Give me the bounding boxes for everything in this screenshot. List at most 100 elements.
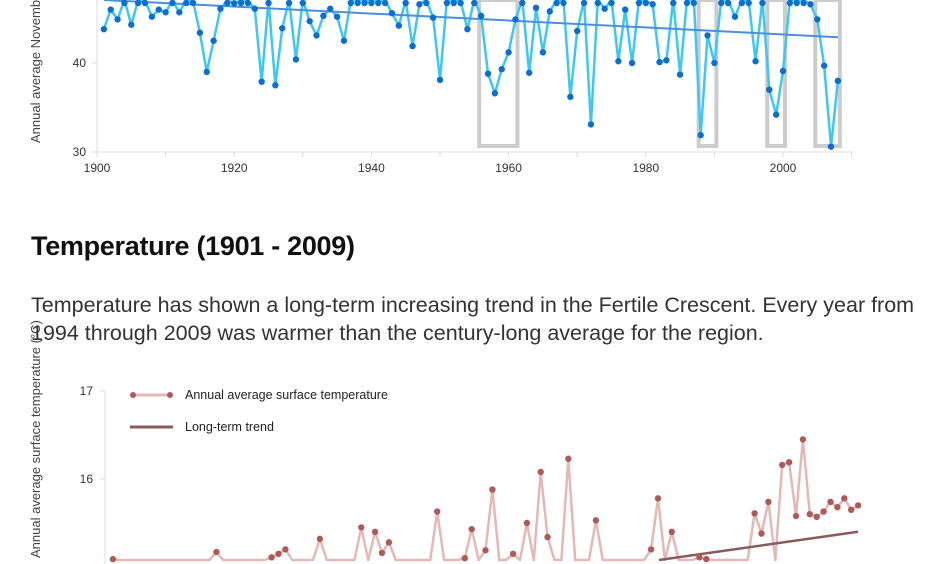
data-point	[649, 1, 656, 8]
data-point	[358, 524, 365, 531]
data-point	[848, 506, 855, 513]
x-tick-label: 1920	[221, 161, 248, 175]
data-point	[834, 77, 842, 85]
y-tick-label: 16	[80, 472, 94, 486]
data-point	[457, 0, 464, 7]
data-point	[509, 550, 517, 557]
data-point	[114, 16, 121, 23]
data-point	[313, 32, 320, 39]
data-point	[381, 0, 389, 7]
data-point	[395, 22, 403, 29]
data-point	[683, 0, 691, 7]
data-point	[724, 0, 732, 7]
y-axis-label: Annual average Novemb	[28, 0, 43, 143]
data-point	[258, 78, 265, 85]
trend-line	[658, 530, 859, 562]
data-point	[587, 121, 595, 128]
data-point	[745, 0, 752, 7]
data-point	[464, 25, 471, 33]
data-point	[546, 8, 553, 15]
data-point	[779, 461, 786, 469]
data-point	[268, 554, 275, 561]
data-point	[704, 32, 711, 39]
x-tick-label: 1900	[84, 161, 111, 175]
data-point	[622, 6, 629, 13]
data-point	[827, 143, 835, 150]
data-point	[429, 14, 437, 21]
legend-point-swatch	[167, 392, 173, 398]
data-point	[443, 0, 451, 7]
data-point	[807, 1, 814, 8]
data-point	[489, 486, 496, 493]
data-point	[519, 0, 526, 7]
data-point	[176, 9, 183, 16]
data-point	[814, 16, 821, 23]
data-point	[482, 547, 489, 554]
data-point	[477, 12, 485, 20]
data-point	[224, 0, 231, 7]
data-point	[491, 90, 499, 97]
data-point	[100, 25, 108, 33]
data-point	[820, 508, 827, 515]
data-point	[434, 508, 441, 515]
data-point	[772, 111, 780, 118]
data-point	[468, 525, 475, 533]
data-point	[237, 0, 245, 7]
data-point	[738, 0, 746, 7]
data-point	[668, 528, 675, 535]
data-point	[525, 69, 533, 76]
data-point	[718, 0, 725, 7]
data-point	[128, 21, 135, 28]
highlight-period	[477, 0, 520, 148]
data-point	[813, 513, 820, 521]
data-point	[402, 0, 409, 7]
y-tick-label: 40	[73, 56, 87, 70]
data-point	[676, 71, 684, 78]
data-point	[155, 6, 162, 13]
legend-label-trend: Long-term trend	[185, 420, 274, 434]
data-point	[292, 56, 300, 63]
data-point	[642, 0, 649, 7]
data-point	[752, 58, 759, 65]
data-point	[109, 555, 117, 563]
data-point	[567, 93, 574, 101]
data-point	[450, 0, 457, 7]
data-point	[385, 539, 393, 546]
data-point	[703, 555, 710, 563]
y-tick-label: 17	[80, 384, 94, 398]
y-axis-label: Annual average surface temperature (°C)	[28, 320, 43, 558]
data-point	[792, 512, 800, 520]
data-point	[758, 530, 765, 537]
data-point	[368, 0, 375, 7]
data-point	[375, 0, 382, 7]
data-point	[574, 27, 581, 35]
data-point	[182, 0, 190, 7]
data-point	[162, 9, 169, 16]
data-point	[711, 59, 718, 67]
data-point	[210, 37, 217, 44]
data-point	[279, 25, 286, 32]
precipitation-chart: 1900 1920 1940 1960 1980 2000 30 40 Annual avera…	[28, 0, 853, 175]
data-point	[628, 59, 636, 67]
data-point	[416, 1, 423, 8]
data-point	[539, 49, 547, 56]
data-point	[827, 498, 834, 506]
data-point	[834, 503, 841, 511]
data-point	[505, 49, 512, 56]
data-point	[299, 0, 306, 7]
data-point	[471, 0, 478, 7]
data-point	[608, 0, 615, 7]
section-description: Temperature has shown a long-term increa…	[31, 293, 915, 345]
legend-point-swatch	[130, 392, 136, 398]
data-point	[217, 5, 224, 12]
data-point	[231, 0, 238, 7]
data-point	[656, 58, 663, 66]
data-line	[112, 438, 859, 562]
data-point	[169, 0, 176, 7]
data-point	[107, 6, 114, 13]
data-point	[316, 535, 324, 543]
data-point	[635, 0, 643, 7]
data-point	[484, 70, 492, 77]
data-point	[690, 0, 698, 7]
